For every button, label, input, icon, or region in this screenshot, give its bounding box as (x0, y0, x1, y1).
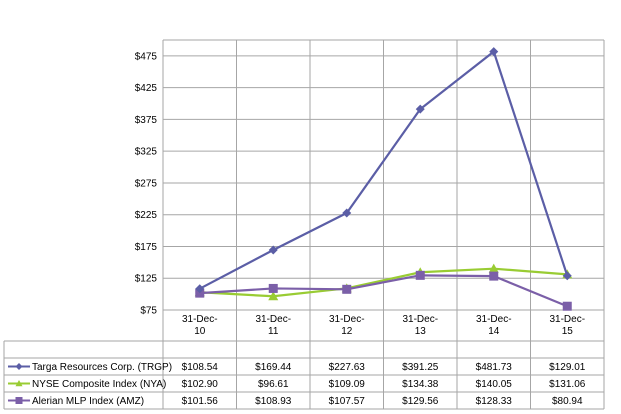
data-point (195, 284, 205, 294)
table-cell-value: $481.73 (476, 362, 513, 373)
x-tick-label: 31-Dec- (476, 314, 512, 325)
data-point (415, 104, 425, 114)
series-0 (195, 47, 572, 294)
gridlines (162, 39, 605, 409)
x-axis: 31-Dec-1031-Dec-1131-Dec-1231-Dec-1331-D… (182, 314, 585, 337)
data-point (562, 301, 572, 311)
data-point (342, 284, 352, 294)
table-cell-value: $109.09 (329, 379, 366, 390)
x-tick-label: 15 (562, 326, 574, 337)
data-point (488, 263, 499, 273)
y-tick-label: $325 (135, 147, 158, 158)
table-cell-value: $131.06 (549, 379, 586, 390)
y-tick-label: $375 (135, 115, 158, 126)
y-tick-label: $175 (135, 242, 158, 253)
x-tick-label: 31-Dec- (255, 314, 291, 325)
legend-key-marker (15, 380, 23, 387)
y-axis: $75 $125 $175 $225 $275 $325 $375 $425 $475 (135, 51, 158, 316)
x-tick-label: 14 (488, 326, 500, 337)
y-tick-label: $475 (135, 51, 158, 62)
y-tick-label: $125 (135, 274, 158, 285)
data-point (342, 208, 352, 218)
data-point (268, 245, 278, 255)
series-layer (194, 47, 573, 311)
x-tick-label: 31-Dec- (182, 314, 218, 325)
table-cell-value: $169.44 (255, 362, 292, 373)
table-cell-value: $101.56 (182, 396, 219, 407)
table-cell-value: $129.56 (402, 396, 439, 407)
series-line (199, 49, 569, 290)
data-point (268, 283, 278, 293)
data-point (268, 291, 279, 301)
data-point (415, 270, 425, 280)
data-point (489, 271, 499, 281)
y-tick-label: $425 (135, 83, 158, 94)
table-cell-value: $129.01 (549, 362, 586, 373)
data-table: Targa Resources Corp. (TRGP) $108.54 $169.… (3, 340, 604, 410)
table-cell-value: $108.93 (255, 396, 292, 407)
x-tick-label: 12 (341, 326, 353, 337)
x-tick-label: 31-Dec- (329, 314, 365, 325)
legend-key-marker (15, 363, 23, 370)
x-tick-label: 31-Dec- (402, 314, 438, 325)
x-tick-label: 11 (268, 326, 279, 337)
legend-key-marker (15, 397, 23, 404)
table-cell-value: $96.61 (258, 379, 289, 390)
data-point (562, 271, 572, 281)
legend-entry: Alerian MLP Index (AMZ) (32, 396, 144, 407)
table-cell-value: $102.90 (182, 379, 219, 390)
table-cell-value: $80.94 (552, 396, 583, 407)
x-tick-label: 31-Dec- (549, 314, 585, 325)
x-tick-label: 13 (415, 326, 427, 337)
table-cell-value: $227.63 (329, 362, 366, 373)
table-cell-value: $140.05 (476, 379, 513, 390)
table-cell-value: $107.57 (329, 396, 366, 407)
data-point (489, 47, 499, 57)
table-cell-value: $128.33 (476, 396, 513, 407)
y-tick-label: $75 (140, 306, 157, 317)
table-cell-value: $108.54 (182, 362, 219, 373)
y-tick-label: $275 (135, 178, 158, 189)
y-tick-label: $225 (135, 210, 158, 221)
series-line (199, 274, 568, 308)
x-tick-label: 10 (194, 326, 206, 337)
table-cell-value: $134.38 (402, 379, 439, 390)
legend-entry: NYSE Composite Index (NYA) (32, 379, 166, 390)
table-cell-value: $391.25 (402, 362, 439, 373)
series-line (199, 267, 568, 298)
legend-entry: Targa Resources Corp. (TRGP) (32, 362, 172, 373)
